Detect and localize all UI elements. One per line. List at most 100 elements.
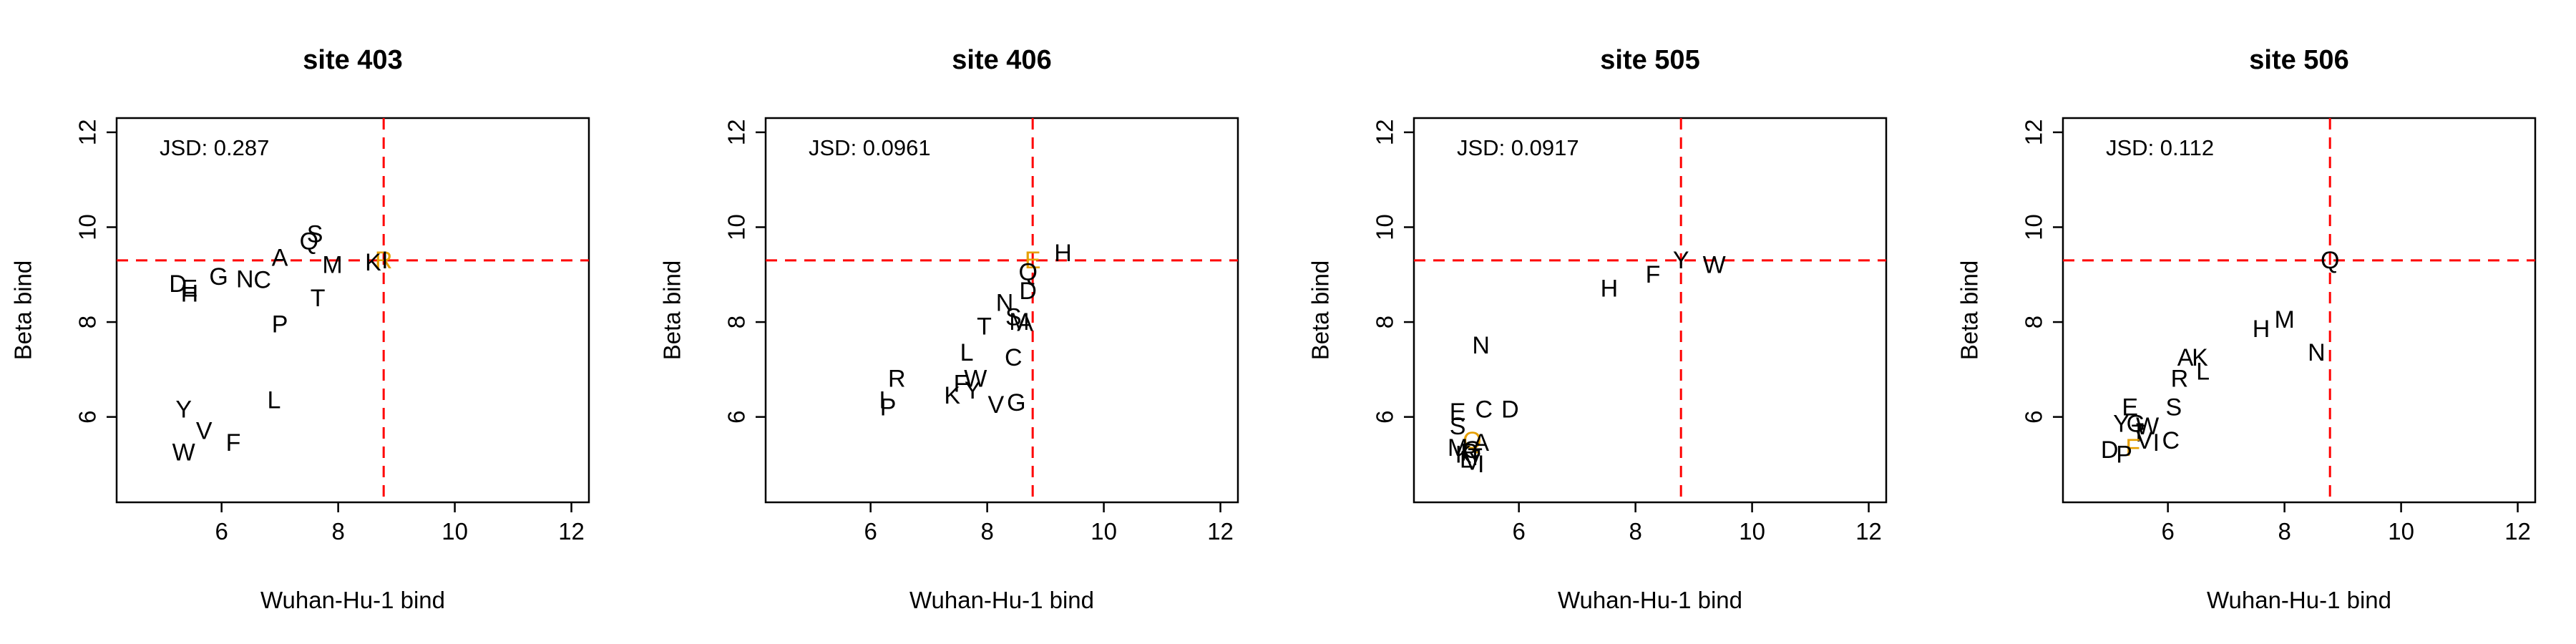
data-point: E (1025, 247, 1041, 274)
data-point: A (1017, 309, 1033, 336)
data-point: S (1450, 413, 1466, 440)
data-point: Q (300, 228, 318, 255)
data-point: P (2116, 441, 2132, 469)
data-point: K (365, 249, 381, 276)
data-point: V (988, 391, 1005, 419)
data-point: V (196, 418, 213, 445)
data-point: R (2171, 366, 2189, 393)
x-axis-label: Wuhan-Hu-1 bind (1558, 587, 1742, 613)
y-tick-label: 6 (74, 410, 101, 423)
data-point: S (307, 220, 323, 248)
data-point: L (2196, 358, 2210, 386)
data-point: T (2132, 420, 2147, 447)
data-point: S (1005, 303, 1022, 331)
data-point: Y (965, 377, 981, 404)
data-point: C (1005, 344, 1023, 371)
y-tick-label: 12 (74, 119, 101, 146)
x-tick-label: 12 (1855, 518, 1882, 545)
data-point: L (960, 339, 974, 366)
data-point: G (209, 263, 228, 291)
x-axis-label: Wuhan-Hu-1 bind (909, 587, 1094, 613)
data-point: Y (1673, 247, 1689, 274)
data-point: F (1646, 261, 1661, 288)
data-point: L (1460, 446, 1473, 473)
data-point: H (1054, 240, 1072, 267)
data-point: Y (2113, 411, 2129, 438)
y-tick-label: 8 (723, 316, 750, 328)
data-point: K (1455, 441, 1472, 469)
y-tick-label: 10 (2021, 214, 2047, 240)
y-tick-label: 6 (2021, 410, 2047, 423)
data-point: T (1468, 444, 1483, 471)
x-tick-label: 8 (331, 518, 344, 545)
data-point: V (2137, 427, 2153, 454)
y-tick-label: 6 (723, 410, 750, 423)
data-point: A (2177, 344, 2194, 371)
x-tick-label: 8 (1629, 518, 1641, 545)
y-axis-label: Beta bind (659, 260, 686, 360)
chart-panel: site 506 6 8 10 12 6 8 10 12 Wuhan-Hu-1 bind Beta … (1956, 45, 2537, 613)
data-point: R (1460, 439, 1478, 466)
data-point: E (1450, 399, 1466, 426)
data-point: H (2253, 316, 2270, 343)
y-tick-label: 10 (723, 214, 750, 240)
data-point: T (977, 313, 992, 341)
data-point: C (253, 267, 271, 294)
jsd-annotation: JSD: 0.287 (160, 135, 269, 160)
data-point: D (169, 270, 187, 298)
data-point: W (964, 366, 987, 393)
data-point: M (1009, 308, 1029, 336)
x-tick-label: 12 (558, 518, 585, 545)
plot-frame (1413, 117, 1888, 504)
data-point: S (2165, 394, 2182, 421)
data-point: Y (175, 396, 192, 424)
x-tick-label: 10 (1091, 518, 1117, 545)
y-tick-label: 8 (1372, 316, 1398, 328)
y-axis-label: Beta bind (1956, 260, 1983, 360)
data-point: E (182, 275, 198, 303)
y-axis-label: Beta bind (10, 260, 36, 360)
data-point: M (2274, 306, 2294, 333)
chart-title: site 506 (2249, 45, 2348, 75)
x-tick-label: 8 (980, 518, 993, 545)
data-point: D (2101, 436, 2119, 464)
data-point: M (322, 252, 342, 279)
x-axis-label: Wuhan-Hu-1 bind (2207, 587, 2391, 613)
data-point: F (2125, 434, 2140, 462)
data-point: E (2122, 394, 2138, 421)
chart-title: site 403 (303, 45, 402, 75)
data-point: F (954, 370, 969, 397)
x-tick-label: 8 (2278, 518, 2290, 545)
data-point: Q (2321, 247, 2339, 274)
y-tick-label: 12 (2021, 119, 2047, 146)
x-tick-label: 6 (2161, 518, 2174, 545)
data-point: I (2153, 429, 2160, 457)
x-tick-label: 10 (2388, 518, 2414, 545)
data-point: H (1601, 275, 1619, 303)
y-tick-label: 10 (74, 214, 101, 240)
x-tick-label: 6 (1512, 518, 1525, 545)
data-point: N (236, 265, 254, 293)
data-point: W (172, 439, 195, 466)
x-tick-label: 12 (1207, 518, 1234, 545)
data-point: I (381, 247, 388, 274)
data-point: L (268, 386, 281, 414)
y-tick-label: 12 (1372, 119, 1398, 146)
data-point: F (226, 429, 241, 457)
y-tick-label: 8 (74, 316, 101, 328)
data-point: G (1007, 389, 1025, 416)
plot-frame (2062, 117, 2537, 504)
data-point: I (1478, 451, 1484, 478)
x-axis-label: Wuhan-Hu-1 bind (260, 587, 445, 613)
data-point: K (2192, 344, 2208, 371)
data-point: Q (1463, 427, 1481, 454)
data-point: W (2136, 413, 2159, 440)
data-point: I (879, 386, 885, 414)
data-point: R (375, 247, 393, 274)
x-tick-label: 6 (215, 518, 228, 545)
data-point: A (1473, 429, 1489, 457)
plot-frame (764, 117, 1239, 504)
data-point: V (1464, 449, 1480, 476)
x-tick-label: 10 (1739, 518, 1765, 545)
